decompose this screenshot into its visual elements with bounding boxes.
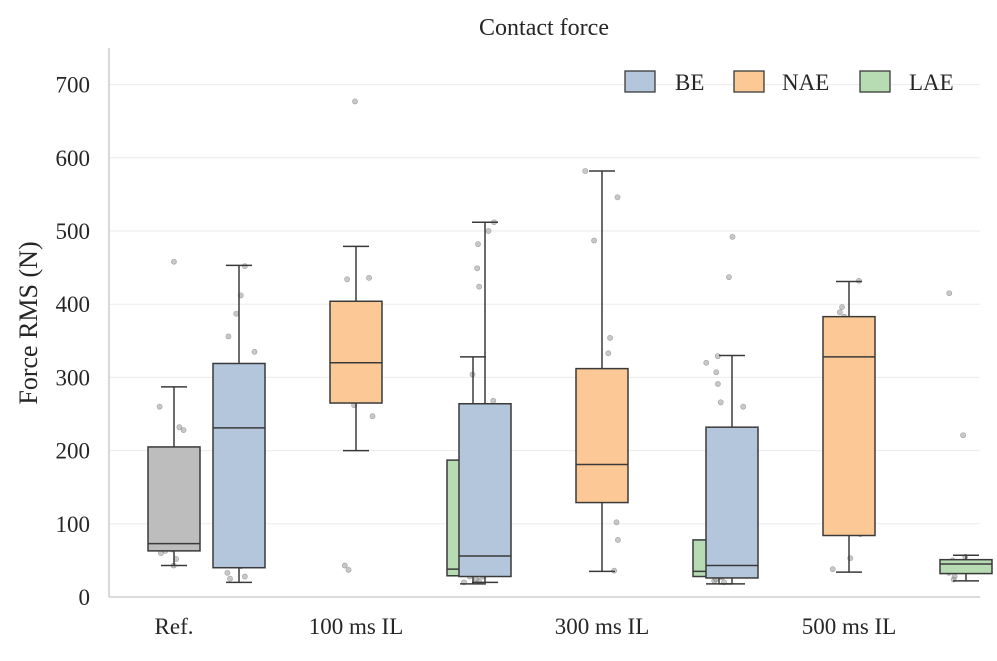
legend-label-nae: NAE — [782, 70, 829, 95]
data-point — [224, 569, 231, 576]
data-point — [951, 573, 958, 580]
data-point — [156, 403, 163, 410]
data-point — [614, 194, 621, 201]
box-body — [575, 367, 629, 504]
data-point — [474, 265, 481, 272]
legend-label-lae: LAE — [909, 70, 954, 95]
data-point — [490, 397, 497, 404]
data-point — [829, 566, 836, 573]
box-body — [458, 403, 512, 578]
legend-swatch-lae — [859, 70, 891, 93]
box-body — [147, 446, 201, 552]
y-tick-label: 0 — [79, 585, 91, 610]
data-point — [227, 575, 233, 582]
data-point — [726, 274, 732, 281]
y-tick-label: 700 — [56, 73, 91, 98]
data-point — [946, 290, 953, 297]
x-tick-label: Ref. — [155, 614, 194, 639]
data-point — [341, 562, 348, 569]
data-point — [352, 98, 358, 105]
y-tick-label: 100 — [56, 512, 91, 537]
data-point — [366, 274, 372, 281]
y-tick-label: 400 — [56, 292, 91, 317]
data-point — [839, 304, 845, 311]
data-point — [171, 258, 177, 265]
box-body — [822, 315, 876, 537]
data-point — [960, 432, 966, 439]
y-axis-label: Force RMS (N) — [14, 241, 43, 404]
x-tick-label: 500 ms IL — [802, 614, 897, 639]
legend-swatch-nae — [733, 70, 765, 93]
boxes-layer — [147, 170, 993, 585]
box-body — [939, 558, 993, 575]
data-point — [485, 228, 492, 234]
data-point — [475, 241, 481, 248]
box-body — [705, 426, 759, 579]
data-point — [715, 381, 721, 387]
y-tick-label: 300 — [56, 365, 91, 390]
box-body — [212, 362, 266, 569]
axes-layer: 0 100 200 300 400 500 600 700 Ref. 100 ms IL 300 m… — [56, 48, 980, 639]
data-point — [345, 567, 352, 573]
data-point — [613, 519, 620, 526]
data-point — [607, 334, 613, 341]
legend-label-be: BE — [675, 70, 704, 95]
data-point — [717, 399, 724, 406]
data-point — [713, 369, 720, 376]
chart-title: Contact force — [479, 15, 609, 41]
data-point — [251, 348, 258, 355]
data-point — [729, 233, 736, 240]
data-point — [241, 573, 248, 580]
data-point — [615, 537, 621, 543]
y-tick-label: 500 — [56, 219, 91, 244]
data-point — [591, 237, 597, 244]
data-point — [176, 424, 183, 431]
x-tick-label: 100 ms IL — [309, 614, 404, 639]
x-tick-label: 300 ms IL — [555, 614, 650, 639]
data-point — [476, 283, 483, 290]
data-point — [582, 168, 589, 174]
data-point — [740, 403, 747, 410]
data-point — [703, 359, 710, 366]
legend-layer: BE NAE LAE — [624, 70, 954, 95]
data-point — [836, 309, 843, 316]
data-point — [369, 413, 376, 420]
data-point — [233, 310, 240, 317]
y-tick-label: 600 — [56, 146, 91, 171]
data-point — [605, 350, 612, 357]
y-tick-label: 200 — [56, 439, 91, 464]
data-point — [180, 427, 187, 434]
data-point — [225, 333, 232, 340]
legend-swatch-be — [624, 70, 656, 93]
box-body — [329, 300, 383, 404]
data-point — [344, 276, 351, 283]
